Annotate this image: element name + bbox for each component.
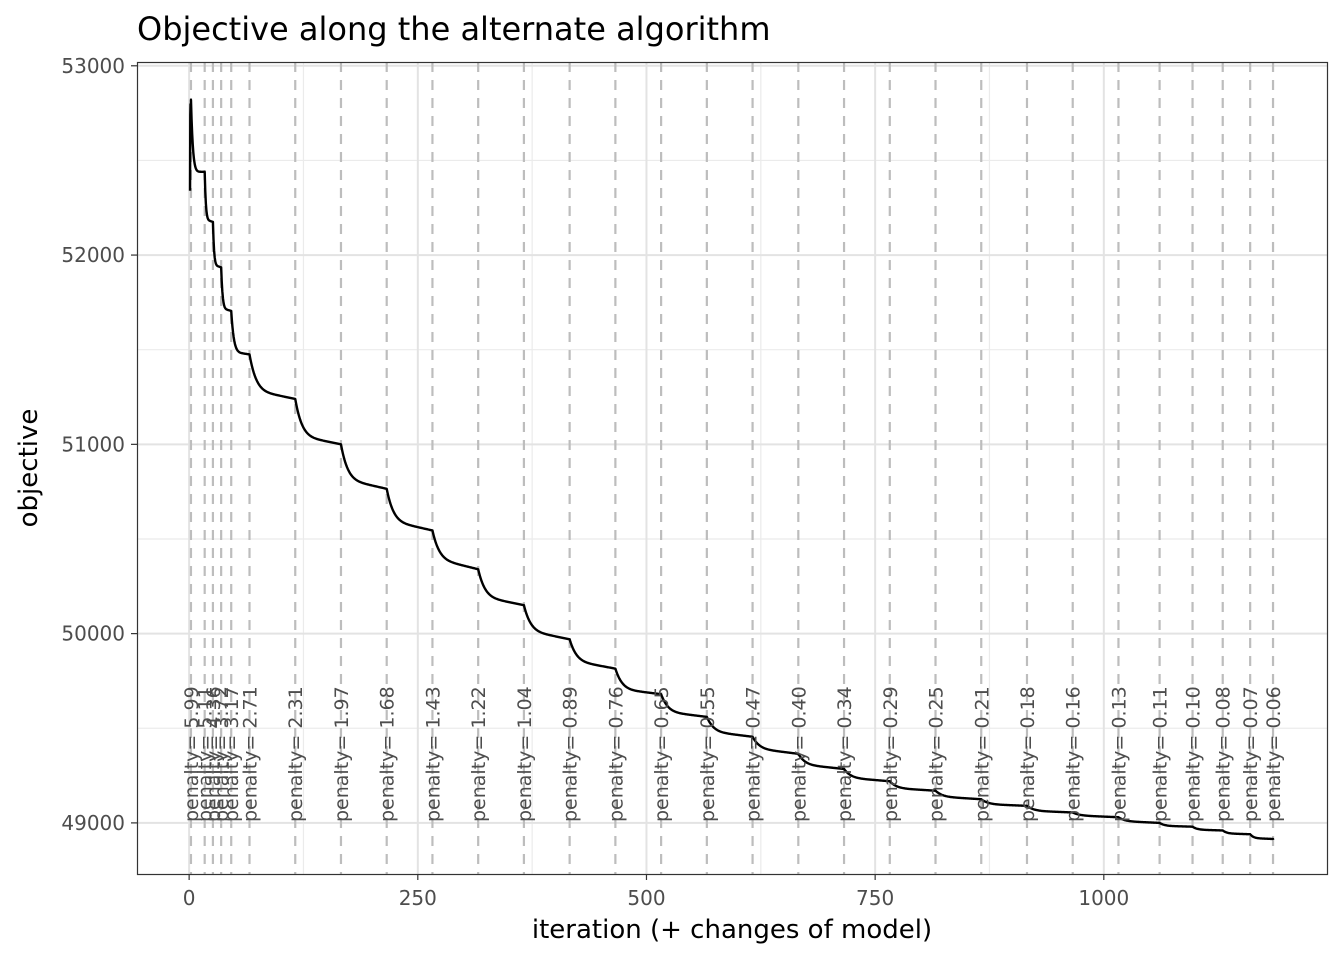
penalty-label: penalty= 3.17 [221,686,243,822]
penalty-label: penalty= 0.25 [926,686,948,822]
chart-title: Objective along the alternate algorithm [137,10,771,48]
penalty-label: penalty= 0.89 [560,686,582,822]
penalty-label: penalty= 2.31 [285,686,307,822]
x-tick-label: 500 [627,886,665,910]
y-tick-label: 52000 [61,243,125,267]
penalty-label: penalty= 0.18 [1017,686,1039,822]
penalty-label: penalty= 0.07 [1240,686,1262,822]
penalty-label: penalty= 0.40 [788,686,810,822]
penalty-label: penalty= 1.43 [422,686,444,822]
penalty-label: penalty= 1.97 [331,686,353,822]
penalty-label: penalty= 4.36 [203,686,225,822]
penalty-label: penalty= 3.72 [211,686,233,822]
y-tick-label: 53000 [61,54,125,78]
plot-panel-border [136,61,1329,876]
penalty-label: penalty= 0.21 [971,686,993,822]
penalty-label: penalty= 5.99 [181,686,203,822]
objective-series [188,98,1275,842]
penalty-label: penalty= 0.47 [743,686,765,822]
penalty-label: penalty= 0.08 [1213,686,1235,822]
penalty-label: penalty= 5.11 [195,686,217,822]
y-tick-label: 49000 [61,811,125,835]
penalty-label: penalty= 1.22 [468,686,490,822]
penalty-label: penalty= 0.34 [834,686,856,822]
penalty-label: penalty= 0.76 [605,686,627,822]
penalty-label: penalty= 1.04 [514,686,536,822]
penalty-label: penalty= 0.55 [697,686,719,822]
penalty-label: penalty= 2.71 [240,686,262,822]
y-axis-label: objective [14,409,44,528]
objective-line [188,98,1275,842]
penalty-label: penalty= 0.13 [1108,686,1130,822]
penalty-label: penalty= 0.06 [1263,686,1285,822]
y-tick-label: 51000 [61,432,125,456]
axes: 0 250 500 750 1000 49000 50000 51000 52000 53000 [61,54,1129,910]
penalty-label: penalty= 0.29 [880,686,902,822]
penalty-label: penalty= 0.65 [651,686,673,822]
penalty-label: penalty= 0.11 [1150,686,1172,822]
x-tick-label: 250 [399,886,437,910]
x-tick-label: 1000 [1078,886,1129,910]
penalty-label: penalty= 0.10 [1183,686,1205,822]
y-tick-label: 50000 [61,622,125,646]
penalty-label: penalty= 0.16 [1063,686,1085,822]
x-tick-label: 0 [183,886,196,910]
x-tick-label: 750 [856,886,894,910]
model-change-lines [189,62,1275,874]
grid [137,62,1327,874]
penalty-label: penalty= 1.68 [377,686,399,822]
x-axis-label: iteration (+ changes of model) [532,915,932,945]
